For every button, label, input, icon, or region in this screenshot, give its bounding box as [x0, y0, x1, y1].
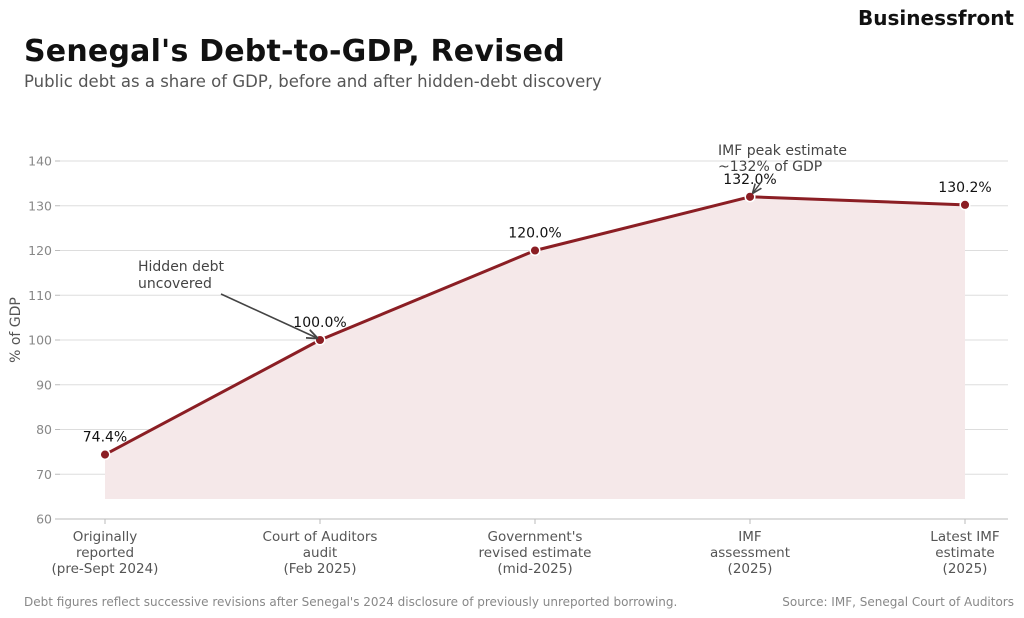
y-tick-label: 90 [36, 377, 52, 392]
data-label: 100.0% [293, 315, 346, 331]
x-tick-label: Originally reported (pre-Sept 2024) [52, 529, 159, 577]
y-tick-label: 140 [28, 154, 52, 169]
data-point [314, 334, 326, 346]
y-tick-label: 80 [36, 422, 52, 437]
y-tick-label: 70 [36, 467, 52, 482]
x-tick-label: Latest IMF estimate (2025) [930, 529, 999, 577]
series-area-fill [105, 196, 965, 500]
y-tick-label: 130 [28, 198, 52, 213]
area-fill-layer [105, 196, 965, 500]
x-tick-label: IMF assessment (2025) [710, 529, 790, 577]
data-point [959, 199, 971, 211]
data-points [99, 191, 971, 461]
y-tick-label: 110 [28, 288, 52, 303]
data-point [99, 449, 111, 461]
footer-note: Debt figures reflect successive revision… [24, 595, 678, 609]
annotation-text: IMF peak estimate ~132% of GDP [718, 143, 847, 175]
data-point [744, 191, 756, 203]
data-label: 130.2% [938, 180, 991, 196]
chart-subtitle: Public debt as a share of GDP, before an… [24, 72, 602, 91]
annotation-arrow [220, 293, 317, 338]
footer-source: Source: IMF, Senegal Court of Auditors [782, 595, 1014, 609]
x-tick-label: Court of Auditors audit (Feb 2025) [263, 529, 378, 577]
axes: 60 70 80 90 100 110 120 130 140 % of GDP Originall… [8, 154, 1008, 577]
y-axis-label: % of GDP [8, 297, 24, 363]
x-tick-label: Government's revised estimate (mid-2025) [479, 529, 592, 577]
annotation-text: Hidden debt uncovered [138, 259, 225, 292]
data-label: 132.0% [723, 172, 776, 188]
chart-title: Senegal's Debt-to-GDP, Revised [24, 34, 565, 69]
y-tick-label: 60 [36, 512, 52, 527]
y-tick-label: 100 [28, 333, 52, 348]
data-point [529, 244, 541, 257]
y-tick-label: 120 [28, 243, 52, 258]
brand-logo-text: Businessfront [858, 6, 1014, 30]
data-label: 74.4% [83, 430, 127, 446]
annotations: Hidden debt uncovered IMF peak estimate ~13… [138, 143, 847, 338]
data-labels: 74.4% 100.0% 120.0% 132.0% 130.2% [83, 172, 992, 446]
annotation-arrow [753, 180, 763, 193]
data-label: 120.0% [508, 226, 561, 242]
